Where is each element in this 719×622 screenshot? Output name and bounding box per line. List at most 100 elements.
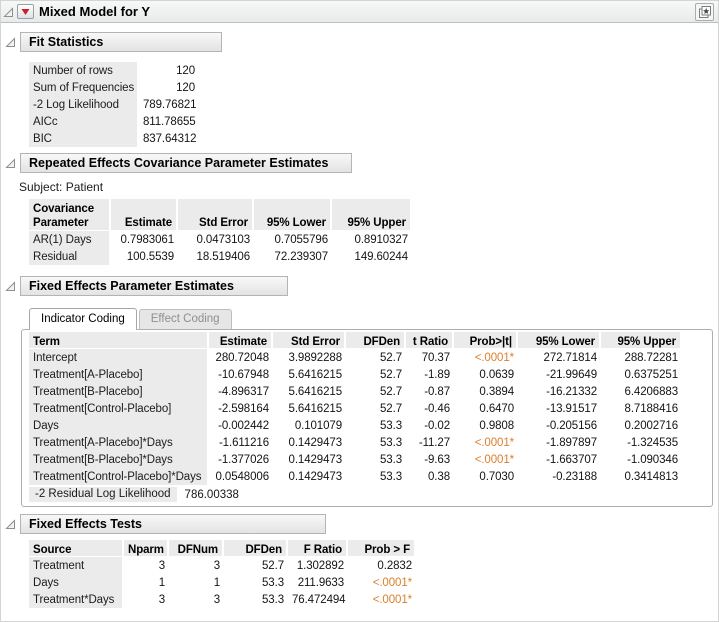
disclosure-triangle-icon[interactable] <box>5 281 16 295</box>
dfden-cell: 52.7 <box>380 385 402 398</box>
std-error-cell: 0.1429473 <box>288 436 343 449</box>
table-row: Treatment[B-Placebo] -4.896317 5.6416215… <box>29 383 682 400</box>
table-row: Residual 100.5539 18.519406 72.239307 14… <box>29 248 412 265</box>
lower-cell: -1.897897 <box>546 436 597 449</box>
table-row: Treatment[Control-Placebo]*Days 0.054800… <box>29 468 682 485</box>
estimate-cell: -1.377026 <box>218 453 269 466</box>
col-header-estimate: Estimate <box>209 332 273 349</box>
table-row: Treatment[A-Placebo] -10.67948 5.6416215… <box>29 366 682 383</box>
bookmark-snapshot-icon[interactable] <box>695 2 714 21</box>
dfden-cell: 53.3 <box>380 419 402 432</box>
t-ratio-cell: -1.89 <box>424 368 450 381</box>
indicator-coding-panel: Term Estimate Std Error DFDen t Ratio Pr… <box>21 329 713 507</box>
dfden-cell: 53.3 <box>380 470 402 483</box>
prob-cell: 0.9808 <box>479 419 514 432</box>
lower-cell: -1.663707 <box>546 453 597 466</box>
col-header-prob-t: Prob>|t| <box>454 332 518 349</box>
col-header-nparm: Nparm <box>124 540 169 557</box>
residual-ll-value: 786.00338 <box>184 488 239 501</box>
page-title: Mixed Model for Y <box>39 4 150 19</box>
col-header-covariance-parameter: Covariance Parameter <box>29 199 111 231</box>
std-error-cell: 18.519406 <box>196 250 251 263</box>
term-cell: Days <box>29 417 209 434</box>
source-cell: Treatment <box>29 557 124 574</box>
stat-label: AICc <box>29 113 139 130</box>
report-titlebar: Mixed Model for Y <box>1 1 718 23</box>
residual-ll-label: -2 Residual Log Likelihood <box>29 487 177 502</box>
upper-cell: 149.60244 <box>354 250 409 263</box>
term-cell: Treatment[A-Placebo] <box>29 366 209 383</box>
prob-cell: 0.3894 <box>479 385 514 398</box>
std-error-cell: 3.9892288 <box>288 351 343 364</box>
report-body: Fit Statistics Number of rows 120 Sum of … <box>1 23 718 608</box>
tab-indicator-coding[interactable]: Indicator Coding <box>29 308 137 330</box>
std-error-cell: 5.6416215 <box>288 368 343 381</box>
upper-cell: 8.7188416 <box>624 402 679 415</box>
section-title[interactable]: Repeated Effects Covariance Parameter Es… <box>20 153 352 173</box>
cov-parameter-cell: AR(1) Days <box>29 231 111 248</box>
lower-cell: 272.71814 <box>543 351 598 364</box>
prob-cell: <.0001* <box>474 436 514 449</box>
section-title[interactable]: Fixed Effects Parameter Estimates <box>20 276 288 296</box>
upper-cell: 0.3414813 <box>624 470 679 483</box>
table-row: Treatment 3 3 52.7 1.302892 0.2832 <box>29 557 416 574</box>
stat-label: Sum of Frequencies <box>29 79 139 96</box>
fixed-effects-estimates-header: Fixed Effects Parameter Estimates <box>3 276 718 296</box>
dfnum-cell: 3 <box>213 593 220 606</box>
col-header-t-ratio: t Ratio <box>406 332 454 349</box>
prob-cell: <.0001* <box>474 351 514 364</box>
lower-cell: -0.205156 <box>546 419 597 432</box>
disclosure-triangle-icon[interactable] <box>5 158 16 172</box>
table-row: -2 Log Likelihood 789.76821 <box>29 96 199 113</box>
std-error-cell: 5.6416215 <box>288 385 343 398</box>
prob-cell: <.0001* <box>474 453 514 466</box>
fixed-effects-tests-table: Source Nparm DFNum DFDen F Ratio Prob > … <box>29 540 416 608</box>
col-header-95-upper: 95% Upper <box>601 332 682 349</box>
col-header-term: Term <box>29 332 209 349</box>
red-triangle-menu-button[interactable] <box>17 4 34 19</box>
subject-label: Subject: Patient <box>19 180 104 194</box>
estimate-cell: -0.002442 <box>218 419 269 432</box>
disclosure-triangle-icon[interactable] <box>5 519 16 533</box>
col-header-source: Source <box>29 540 124 557</box>
covariance-parameter-table: Covariance Parameter Estimate Std Error … <box>29 199 412 265</box>
stat-value: 120 <box>176 81 195 94</box>
table-row: Treatment[B-Placebo]*Days -1.377026 0.14… <box>29 451 682 468</box>
lower-cell: 0.7055796 <box>274 233 329 246</box>
std-error-cell: 0.101079 <box>294 419 342 432</box>
stat-label: -2 Log Likelihood <box>29 96 139 113</box>
nparm-cell: 1 <box>158 576 165 589</box>
stat-value: 120 <box>176 64 195 77</box>
table-row: Number of rows 120 <box>29 62 199 79</box>
tab-effect-coding[interactable]: Effect Coding <box>138 309 232 329</box>
t-ratio-cell: -0.02 <box>424 419 450 432</box>
coding-tabs: Indicator Coding Effect Coding <box>29 308 718 330</box>
std-error-cell: 0.1429473 <box>288 470 343 483</box>
nparm-cell: 3 <box>158 593 165 606</box>
f-ratio-cell: 211.9633 <box>297 576 344 589</box>
section-title[interactable]: Fit Statistics <box>20 32 222 52</box>
dfden-cell: 53.3 <box>380 453 402 466</box>
term-cell: Treatment[B-Placebo]*Days <box>29 451 209 468</box>
prob-f-cell: 0.2832 <box>377 559 412 572</box>
t-ratio-cell: -0.46 <box>424 402 450 415</box>
stat-label: Number of rows <box>29 62 139 79</box>
lower-cell: -16.21332 <box>546 385 597 398</box>
estimate-cell: 280.72048 <box>215 351 270 364</box>
section-title[interactable]: Fixed Effects Tests <box>20 514 326 534</box>
disclosure-triangle-icon[interactable] <box>5 37 16 51</box>
std-error-cell: 5.6416215 <box>288 402 343 415</box>
upper-cell: 6.4206883 <box>624 385 679 398</box>
dfden-cell: 52.7 <box>380 351 402 364</box>
dfnum-cell: 3 <box>213 559 220 572</box>
lower-cell: 72.239307 <box>274 250 329 263</box>
t-ratio-cell: -0.87 <box>424 385 450 398</box>
col-header-95-lower: 95% Lower <box>518 332 601 349</box>
f-ratio-cell: 76.472494 <box>292 593 346 606</box>
estimate-cell: -4.896317 <box>218 385 269 398</box>
outline-disclosure-icon[interactable] <box>3 7 14 21</box>
t-ratio-cell: -9.63 <box>424 453 450 466</box>
cov-parameter-cell: Residual <box>29 248 111 265</box>
stat-value: 837.64312 <box>143 132 197 145</box>
